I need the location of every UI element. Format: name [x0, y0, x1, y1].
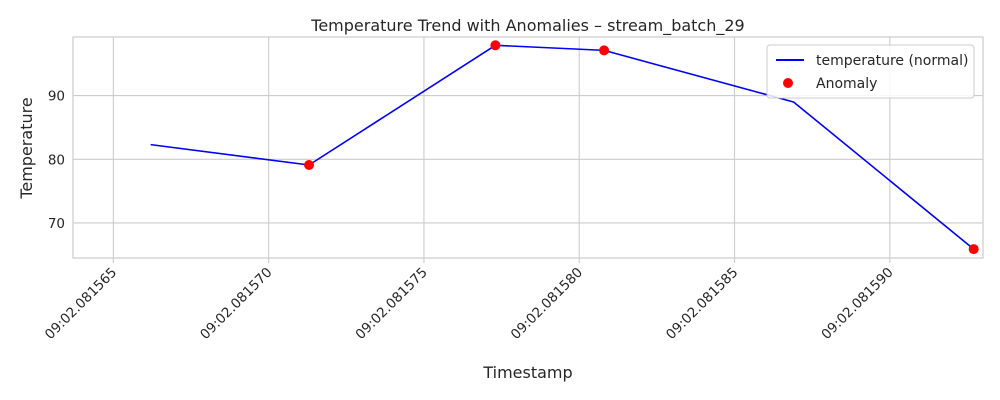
series-line-temperature — [150, 44, 975, 250]
x-tick-label: 09:02.081575 — [352, 265, 430, 343]
anomaly-point — [304, 160, 315, 171]
y-axis-label: Temperature — [17, 97, 36, 199]
x-tick-label: 09:02.081570 — [197, 265, 275, 343]
legend-dot-swatch — [783, 78, 793, 88]
legend-label-line: temperature (normal) — [816, 53, 968, 69]
x-tick-label: 09:02.081580 — [508, 265, 586, 343]
legend-label-anomaly: Anomaly — [816, 76, 877, 92]
series-layer — [150, 40, 979, 255]
x-tick-label: 09:02.081585 — [663, 265, 741, 343]
legend-box — [766, 44, 975, 99]
chart-title: Temperature Trend with Anomalies – strea… — [310, 16, 744, 36]
y-axis: 70 80 90 — [48, 89, 65, 232]
y-tick-label: 90 — [48, 89, 65, 105]
y-tick-label: 70 — [48, 216, 65, 232]
anomaly-point — [599, 45, 610, 56]
x-axis-label: Timestamp — [482, 363, 572, 382]
x-axis: 09:02.081565 09:02.081570 09:02.081575 09:0… — [42, 258, 897, 343]
plot-frame — [72, 36, 984, 259]
x-tick-label: 09:02.081565 — [42, 265, 120, 343]
y-tick-label: 80 — [48, 152, 65, 168]
x-tick-label: 09:02.081590 — [818, 265, 896, 343]
legend: temperature (normal) Anomaly — [766, 44, 975, 99]
anomaly-point — [968, 244, 979, 255]
anomaly-point — [490, 40, 501, 51]
